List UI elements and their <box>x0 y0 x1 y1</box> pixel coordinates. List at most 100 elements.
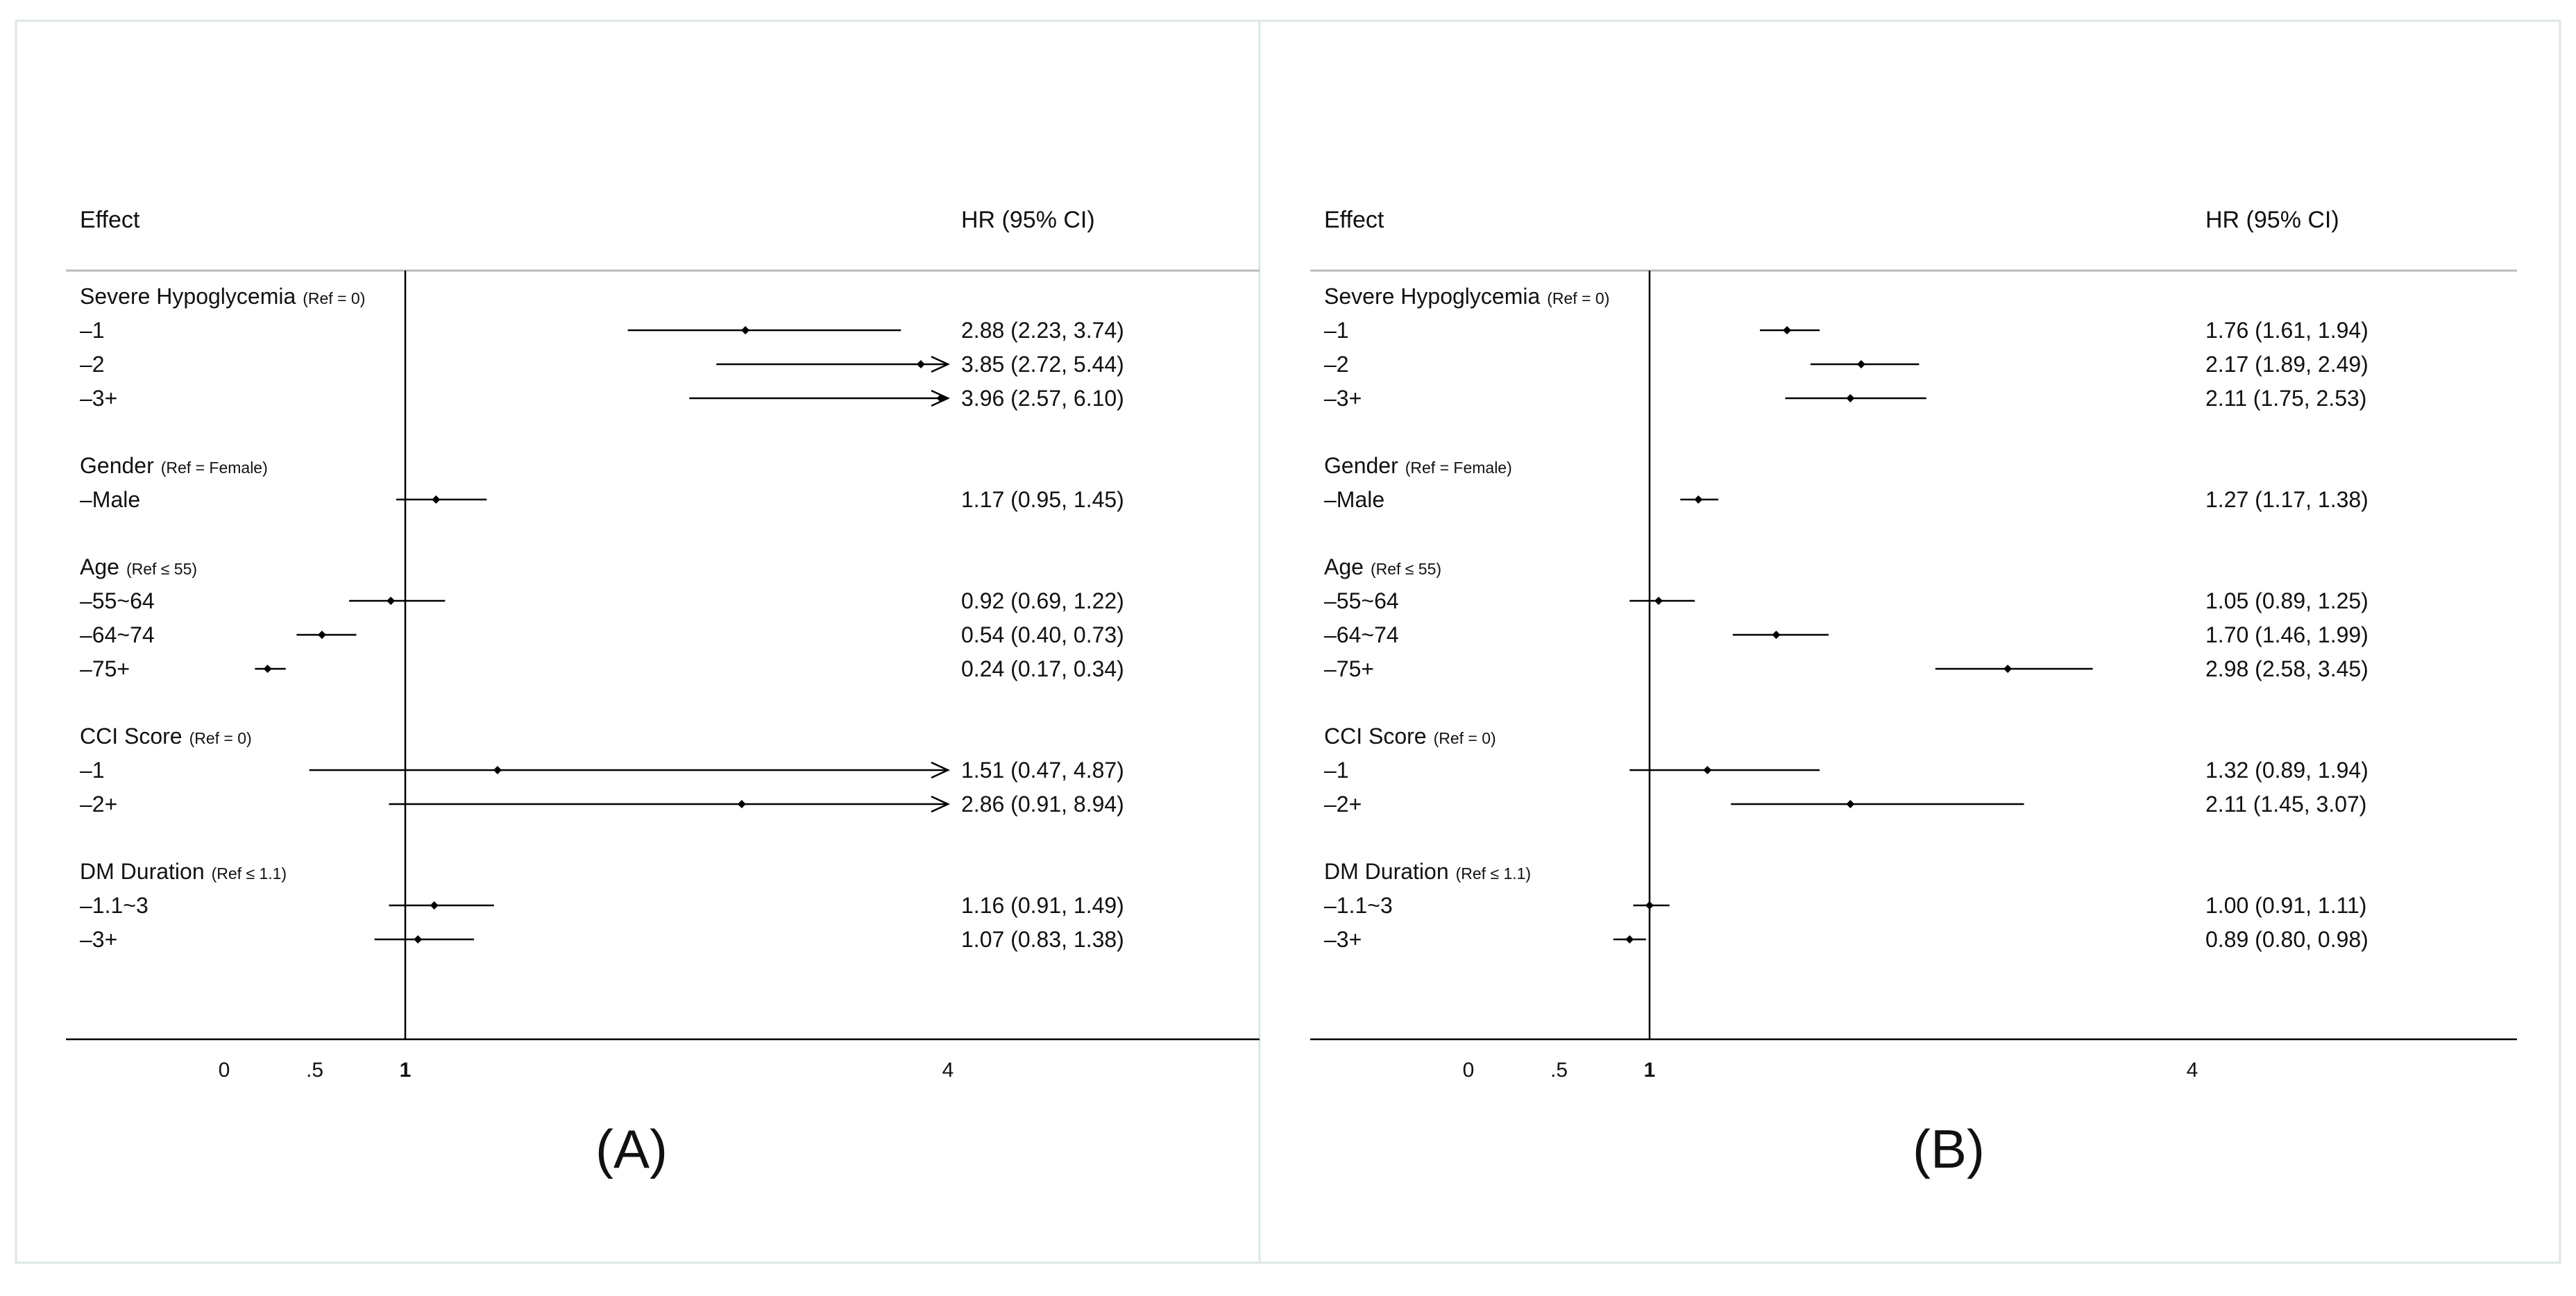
forest-panel-b: Effect HR (95% CI) Severe Hypoglycemia (Ref… <box>1310 207 2517 1179</box>
hr-point <box>1694 495 1703 504</box>
hr-point <box>1654 597 1663 605</box>
hr-point <box>737 800 746 808</box>
panel-label: (A) <box>595 1118 668 1179</box>
forest-row: –75+ 0.24 (0.17, 0.34) <box>80 656 1124 681</box>
row-label: –3+ <box>80 386 117 411</box>
hr-point <box>1772 631 1781 639</box>
forest-row: –2+ 2.11 (1.45, 3.07) <box>1324 792 2366 817</box>
hr-ci-value: 2.11 (1.45, 3.07) <box>2205 792 2366 817</box>
hr-ci-value: 0.89 (0.80, 0.98) <box>2205 927 2369 952</box>
group-label: Age (Ref ≤ 55) <box>80 554 197 579</box>
hr-point <box>1846 394 1855 402</box>
column-header-effect: Effect <box>1324 207 1384 233</box>
group-reference: (Ref = Female) <box>1405 459 1512 477</box>
ci-arrow <box>931 761 951 779</box>
row-label: –64~74 <box>1324 622 1399 647</box>
row-label: –1 <box>1324 758 1349 783</box>
ci-arrow <box>931 795 951 813</box>
row-label: –3+ <box>80 927 117 952</box>
forest-row: –75+ 2.98 (2.58, 3.45) <box>1324 656 2369 681</box>
group-name: Age <box>80 554 119 579</box>
group-name: DM Duration <box>1324 859 1449 884</box>
group-name: Age <box>1324 554 1364 579</box>
tick-label: 4 <box>2187 1059 2198 1082</box>
tick-label: .5 <box>1550 1059 1568 1082</box>
forest-row: –Male 1.17 (0.95, 1.45) <box>80 487 1124 512</box>
forest-row: –3+ 2.11 (1.75, 2.53) <box>1324 386 2366 411</box>
hr-ci-value: 1.16 (0.91, 1.49) <box>961 893 1124 918</box>
hr-ci-value: 2.88 (2.23, 3.74) <box>961 318 1124 343</box>
row-label: –75+ <box>80 656 130 681</box>
hr-point <box>1846 800 1855 808</box>
row-label: –3+ <box>1324 386 1362 411</box>
group-reference: (Ref ≤ 1.1) <box>1456 864 1532 883</box>
group-name: CCI Score <box>80 724 183 749</box>
tick-label: 0 <box>219 1059 230 1082</box>
group-reference: (Ref = 0) <box>303 289 365 307</box>
row-label: –1 <box>1324 318 1349 343</box>
hr-ci-value: 2.86 (0.91, 8.94) <box>961 792 1124 817</box>
row-label: –55~64 <box>80 588 155 613</box>
hr-point <box>414 935 423 944</box>
group-reference: (Ref = 0) <box>189 729 252 747</box>
forest-row: –1.1~3 1.16 (0.91, 1.49) <box>80 893 1124 918</box>
row-label: –3+ <box>1324 927 1362 952</box>
hr-ci-value: 2.11 (1.75, 2.53) <box>2205 386 2366 411</box>
hr-ci-value: 3.85 (2.72, 5.44) <box>961 352 1124 377</box>
forest-row: –55~64 1.05 (0.89, 1.25) <box>1324 588 2369 613</box>
hr-ci-value: 1.51 (0.47, 4.87) <box>961 758 1124 783</box>
hr-point <box>1856 360 1865 368</box>
group-name: DM Duration <box>80 859 205 884</box>
group-reference: (Ref ≤ 1.1) <box>212 864 287 883</box>
hr-point <box>2003 665 2012 673</box>
group-name: Gender <box>80 453 154 478</box>
group-label: CCI Score (Ref = 0) <box>1324 724 1496 749</box>
row-label: –2+ <box>1324 792 1362 817</box>
hr-point <box>263 665 272 673</box>
hr-ci-value: 0.92 (0.69, 1.22) <box>961 588 1124 613</box>
ci-arrow <box>931 355 951 373</box>
row-label: –1 <box>80 318 105 343</box>
forest-row: –1.1~3 1.00 (0.91, 1.11) <box>1324 893 2366 918</box>
panel-label: (B) <box>1913 1118 1985 1179</box>
group-reference: (Ref ≤ 55) <box>126 560 197 578</box>
hr-ci-value: 1.07 (0.83, 1.38) <box>961 927 1124 952</box>
row-label: –Male <box>1324 487 1384 512</box>
column-header-hr: HR (95% CI) <box>961 207 1095 233</box>
hr-ci-value: 1.76 (1.61, 1.94) <box>2205 318 2369 343</box>
group-reference: (Ref ≤ 55) <box>1371 560 1441 578</box>
forest-row: –2+ 2.86 (0.91, 8.94) <box>80 792 1124 817</box>
forest-row: –2 2.17 (1.89, 2.49) <box>1324 352 2369 377</box>
hr-point <box>936 394 945 402</box>
hr-ci-value: 0.54 (0.40, 0.73) <box>961 622 1124 647</box>
forest-panel-a: Effect HR (95% CI) Severe Hypoglycemia (Ref… <box>66 207 1260 1179</box>
hr-ci-value: 0.24 (0.17, 0.34) <box>961 656 1124 681</box>
hr-ci-value: 1.05 (0.89, 1.25) <box>2205 588 2369 613</box>
group-label: Severe Hypoglycemia (Ref = 0) <box>80 284 365 309</box>
group-reference: (Ref = Female) <box>161 459 268 477</box>
row-label: –2+ <box>80 792 117 817</box>
row-label: –1.1~3 <box>80 893 149 918</box>
group-label: Severe Hypoglycemia (Ref = 0) <box>1324 284 1609 309</box>
hr-ci-value: 2.17 (1.89, 2.49) <box>2205 352 2369 377</box>
forest-row: –2 3.85 (2.72, 5.44) <box>80 352 1124 377</box>
column-header-hr: HR (95% CI) <box>2205 207 2339 233</box>
group-name: Gender <box>1324 453 1398 478</box>
forest-row: –Male 1.27 (1.17, 1.38) <box>1324 487 2369 512</box>
forest-row: –1 1.51 (0.47, 4.87) <box>80 758 1124 783</box>
group-label: CCI Score (Ref = 0) <box>80 724 252 749</box>
hr-ci-value: 1.00 (0.91, 1.11) <box>2205 893 2366 918</box>
hr-point <box>493 766 502 774</box>
row-label: –1.1~3 <box>1324 893 1393 918</box>
hr-point <box>1783 326 1792 334</box>
group-name: Severe Hypoglycemia <box>1324 284 1540 309</box>
figure-frame <box>15 19 2561 1264</box>
hr-ci-value: 1.17 (0.95, 1.45) <box>961 487 1124 512</box>
tick-label: 1 <box>1644 1059 1656 1082</box>
forest-row: –1 1.32 (0.89, 1.94) <box>1324 758 2369 783</box>
hr-point <box>430 901 439 910</box>
group-reference: (Ref = 0) <box>1434 729 1496 747</box>
group-label: DM Duration (Ref ≤ 1.1) <box>1324 859 1531 884</box>
forest-row: –55~64 0.92 (0.69, 1.22) <box>80 588 1124 613</box>
